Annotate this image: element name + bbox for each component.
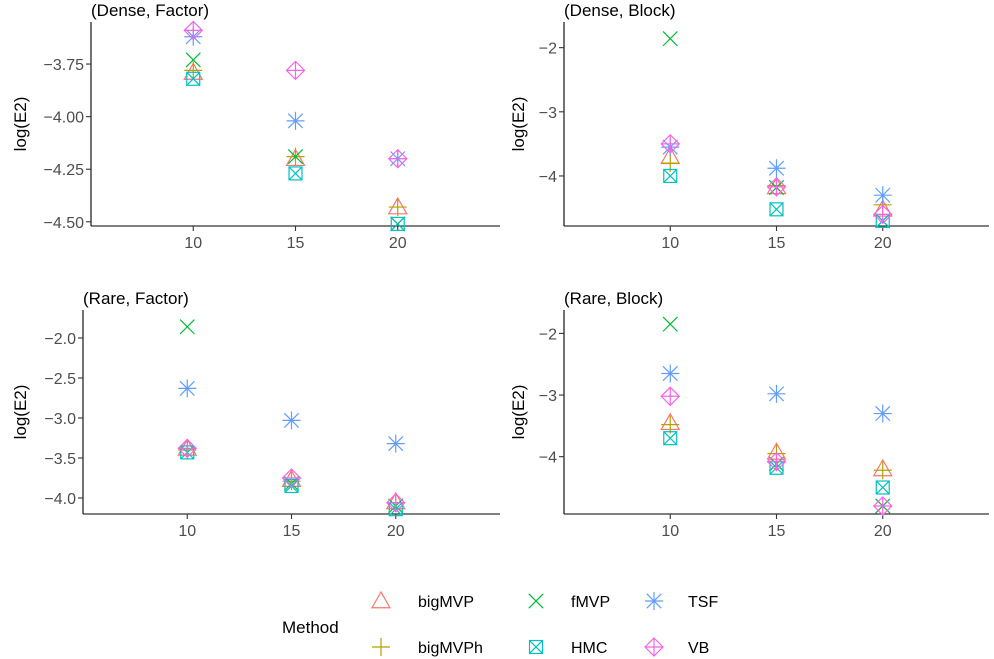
asterisk-key-icon [645,592,663,610]
legend-entry-TSF: TSF [645,592,718,611]
point-VB-15 [285,60,306,81]
point-bigMVPh-10 [184,61,203,80]
y-axis-label: log(E2) [509,97,528,152]
legend-entry-bigMVP: bigMVP [370,590,474,611]
point-TSF-10 [661,364,680,383]
panel-3: (Rare, Factor) log(E2) −2.0 −2.5 −3.0 −3.5 −4.… [11,289,500,540]
y-tick-label: −4.25 [44,162,85,179]
point-HMC-15 [288,166,303,181]
point-TSF-15 [282,411,301,430]
y-tick-label: −4.50 [44,215,85,232]
y-tick-label: −4.0 [44,491,76,508]
y-tick-label: −2 [539,41,557,58]
point-VB-10 [660,134,681,154]
point-VB-10 [177,438,198,459]
triangle-open-key-icon [370,590,392,609]
legend-label: bigMVP [418,594,474,611]
point-VB-10 [183,20,204,41]
legend-label: VB [688,640,709,657]
legend-entry-VB: VB [644,637,709,657]
point-TSF-20 [873,404,892,423]
point-HMC-10 [186,71,201,86]
y-axis-label: log(E2) [11,385,30,440]
x-tick-label: 20 [874,235,892,252]
legend-title: Method [282,618,339,637]
panel-2: (Dense, Block) log(E2) −2 −3 −4 10 15 20 [509,1,989,252]
point-TSF-15 [286,111,305,130]
x-tick-label: 10 [661,523,679,540]
panel-title: (Rare, Block) [564,289,663,308]
point-bigMVPh-10 [661,415,680,434]
legend-entry-bigMVPh: bigMVPh [372,638,483,657]
x-tick-label: 10 [661,235,679,252]
point-bigMVPh-20 [388,198,407,217]
diamond-plus-key-icon [644,637,664,657]
point-VB-15 [281,468,302,488]
x-tick-label: 20 [389,235,407,252]
panel-title: (Dense, Factor) [91,1,209,20]
point-HMC-15 [769,202,784,217]
panel-1: (Dense, Factor) log(E2) −3.75 −4.00 −4.25 −4.… [11,1,500,252]
y-axis-label: log(E2) [11,97,30,152]
point-VB-15 [766,177,787,197]
point-fMVP-10 [185,52,201,68]
x-tick-label: 15 [283,523,301,540]
y-tick-label: −2.0 [44,331,76,348]
point-VB-15 [766,451,787,472]
point-VB-20 [872,204,893,225]
y-tick-label: −4 [539,169,557,186]
point-TSF-10 [178,379,197,398]
legend-entry-HMC: HMC [528,639,607,657]
point-TSF-15 [767,159,786,178]
point-HMC-10 [663,431,678,446]
legend-label: TSF [688,594,718,611]
y-tick-label: −3.75 [44,57,85,74]
x-tick-label: 10 [178,523,196,540]
y-tick-label: −4.00 [44,110,85,127]
point-HMC-10 [663,168,678,184]
x-tick-label: 10 [184,235,202,252]
point-fMVP-10 [179,319,195,335]
y-tick-label: −3 [539,388,557,405]
point-fMVP-10 [662,316,678,332]
x-tick-label: 20 [874,523,892,540]
point-VB-20 [385,492,406,513]
y-tick-label: −3.0 [44,411,76,428]
y-tick-label: −4 [539,450,557,467]
x-tick-label: 15 [768,523,786,540]
cross-key-icon [528,593,544,609]
panel-title: (Rare, Factor) [83,289,189,308]
legend-entry-fMVP: fMVP [528,593,610,611]
legend: Method bigMVP bigMVPh fMVP HMC TSF VB [282,590,718,657]
x-tick-label: 15 [768,235,786,252]
point-fMVP-10 [662,31,678,47]
point-VB-20 [387,148,408,169]
legend-label: bigMVPh [418,640,483,657]
point-TSF-20 [873,186,892,205]
square-cross-key-icon [528,639,544,655]
point-fMVP-15 [287,148,304,165]
legend-label: fMVP [571,594,610,611]
point-TSF-20 [386,434,405,453]
x-tick-label: 20 [387,523,405,540]
y-tick-label: −2.5 [44,371,76,388]
panel-title: (Dense, Block) [564,1,675,20]
x-tick-label: 15 [287,235,305,252]
y-axis-label: log(E2) [509,385,528,440]
point-bigMVPh-20 [873,461,892,480]
plus-key-icon [372,638,390,656]
point-VB-10 [660,386,681,407]
y-tick-label: −3 [539,105,557,122]
point-HMC-20 [875,480,890,495]
legend-label: HMC [571,640,607,657]
point-VB-20 [872,496,893,516]
y-tick-label: −3.5 [44,451,76,468]
panel-4: (Rare, Block) log(E2) −2 −3 −4 10 15 20 [509,289,989,540]
y-tick-label: −2 [539,326,557,343]
point-TSF-15 [767,384,786,403]
point-HMC-20 [390,216,405,231]
